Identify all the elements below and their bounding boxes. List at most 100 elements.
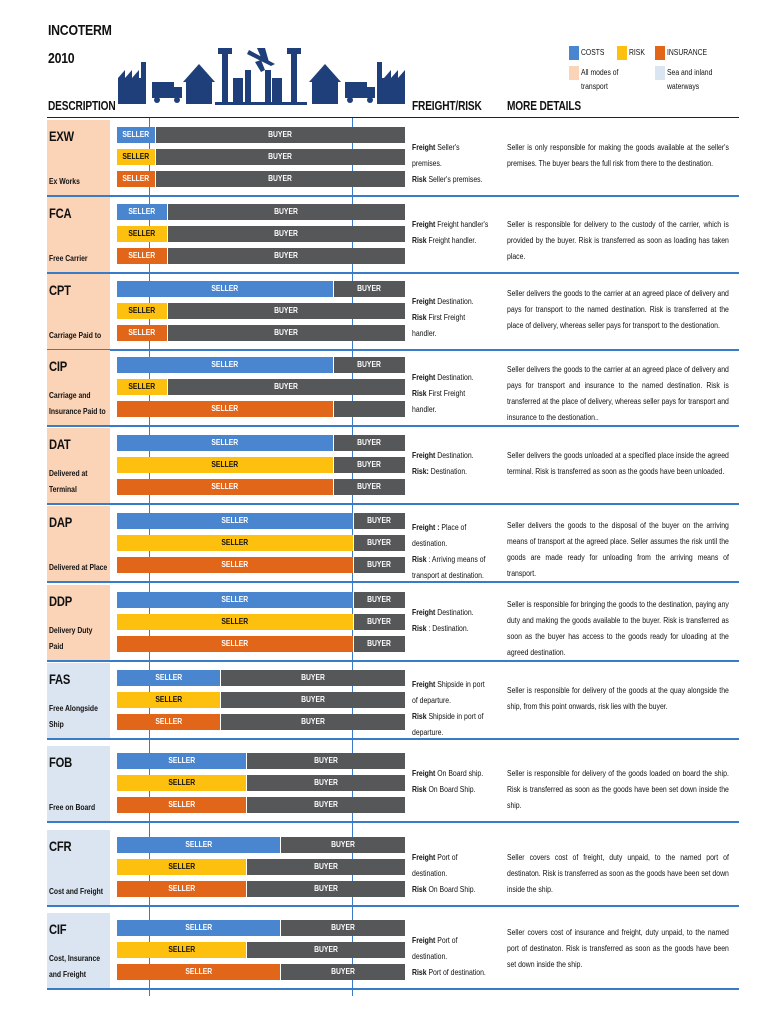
truck-icon [152,82,182,103]
freight-risk-text: Freight Port of destination. Risk On Boar… [412,853,476,894]
risk-buyer-bar: BUYER [354,614,405,630]
transport-illustration [118,48,405,105]
row-separator [47,988,739,990]
insurance-buyer-bar [334,401,405,417]
incoterm-code-cell: FCA Free Carrier [47,197,110,273]
incoterm-row-fob: FOB Free on Board SELLER BUYER SELLER BUYER SE… [47,746,739,822]
incoterm-row-ddp: DDP Delivery Duty Paid SELLER BUYER SELLER BU… [47,585,739,661]
incoterm-code-cell: DDP Delivery Duty Paid [47,585,110,661]
costs-seller-bar: SELLER [117,204,167,220]
incoterm-code: DAP [49,514,72,530]
costs-seller-bar: SELLER [117,435,333,451]
insurance-buyer-bar: BUYER [334,479,405,495]
incoterm-code-cell: DAT Delivered at Terminal [47,428,110,504]
legend-costs-label: COSTS [581,48,605,57]
costs-buyer-bar: BUYER [334,435,405,451]
costs-buyer-bar: BUYER [354,513,405,529]
incoterm-row-cip: CIP Carriage and Insurance Paid to SELLER B… [47,350,739,426]
risk-seller-bar: SELLER [117,859,246,875]
freight-risk-text: Freight Port of destination. Risk Port of… [412,936,486,977]
port-crane-icon [215,48,307,105]
incoterm-row-cfr: CFR Cost and Freight SELLER BUYER SELLER BUYE… [47,830,739,906]
incoterm-code: FAS [49,671,71,687]
more-details-text: Seller delivers the goods unloaded at a … [507,451,729,476]
costs-seller-bar: SELLER [117,281,333,297]
insurance-seller-bar: SELLER [117,797,246,813]
risk-buyer-bar: BUYER [354,535,405,551]
freight-risk-text: Freight Shipside in port of departure. Ri… [412,680,485,737]
incoterm-code-cell: FAS Free Alongside Ship [47,663,110,739]
insurance-buyer-bar: BUYER [168,248,405,264]
legend-risk-swatch [617,46,627,60]
legend-sea-swatch [655,66,665,80]
incoterm-code: CIF [49,921,67,937]
incoterm-code-cell: CFR Cost and Freight [47,830,110,906]
row-separator [47,503,739,505]
insurance-seller-bar: SELLER [117,636,353,652]
incoterm-row-cif: CIF Cost, Insurance and Freight SELLER BUYE… [47,913,739,989]
incoterm-code: CPT [49,282,71,298]
risk-buyer-bar: BUYER [247,942,405,958]
costs-seller-bar: SELLER [117,670,220,686]
incoterm-name: Delivery Duty Paid [49,626,93,651]
row-separator [47,349,739,351]
freight-risk-text: Freight Destination. Risk : Destination. [412,608,474,633]
incoterm-code-cell: CPT Carriage Paid to [47,274,110,350]
risk-buyer-bar: BUYER [247,775,405,791]
column-header-freight-risk: FREIGHT/RISK [412,98,482,113]
legend-insurance-swatch [655,46,665,60]
incoterm-code: FOB [49,754,72,770]
risk-buyer-bar: BUYER [168,379,405,395]
costs-buyer-bar: BUYER [281,837,405,853]
row-separator [47,660,739,662]
insurance-buyer-bar: BUYER [156,171,405,187]
insurance-seller-bar: SELLER [117,325,167,341]
risk-seller-bar: SELLER [117,149,155,165]
insurance-buyer-bar: BUYER [354,636,405,652]
incoterm-name: Cost and Freight [49,887,104,896]
incoterm-code: EXW [49,128,74,144]
incoterm-row-exw: EXW Ex Works SELLER BUYER SELLER BUYER SELLER B… [47,120,739,196]
incoterm-code-cell: DAP Delivered at Place [47,506,110,582]
risk-seller-bar: SELLER [117,614,353,630]
costs-seller-bar: SELLER [117,357,333,373]
incoterm-code: DAT [49,436,71,452]
incoterm-row-cpt: CPT Carriage Paid to SELLER BUYER SELLER BUYE… [47,274,739,350]
costs-buyer-bar: BUYER [281,920,405,936]
incoterm-row-fca: FCA Free Carrier SELLER BUYER SELLER BUYER SEL… [47,197,739,273]
risk-buyer-bar: BUYER [168,226,405,242]
more-details-text: Seller covers cost of freight, duty unpa… [507,853,729,894]
more-details-text: Seller is responsible for delivery to th… [507,220,729,261]
row-separator [47,272,739,274]
legend-all-modes-label: All modes of transport [581,68,619,91]
risk-seller-bar: SELLER [117,692,220,708]
incoterm-code: FCA [49,205,72,221]
costs-buyer-bar: BUYER [156,127,405,143]
risk-buyer-bar: BUYER [156,149,405,165]
warehouse-icon [183,64,215,104]
incoterm-name: Free on Board [49,803,96,812]
more-details-text: Seller covers cost of insurance and frei… [507,928,729,969]
risk-seller-bar: SELLER [117,303,167,319]
row-separator [47,905,739,907]
freight-risk-text: Freight Freight handler's Risk Freight ha… [412,220,489,245]
risk-seller-bar: SELLER [117,775,246,791]
costs-seller-bar: SELLER [117,837,280,853]
more-details-text: Seller delivers the goods to the disposa… [507,521,729,578]
risk-buyer-bar: BUYER [221,692,405,708]
incoterm-name: Delivered at Terminal [49,469,88,494]
costs-buyer-bar: BUYER [334,357,405,373]
row-separator [47,738,739,740]
more-details-text: Seller is responsible for delivery of th… [507,769,729,810]
risk-seller-bar: SELLER [117,535,353,551]
legend-sea-label: Sea and inland waterways [667,68,713,91]
page-title: INCOTERM [48,22,112,39]
costs-buyer-bar: BUYER [334,281,405,297]
incoterm-code: CFR [49,838,72,854]
row-separator [47,195,739,197]
insurance-seller-bar: SELLER [117,714,220,730]
insurance-seller-bar: SELLER [117,248,167,264]
risk-seller-bar: SELLER [117,942,246,958]
column-header-description: DESCRIPTION [48,98,116,113]
insurance-seller-bar: SELLER [117,479,333,495]
